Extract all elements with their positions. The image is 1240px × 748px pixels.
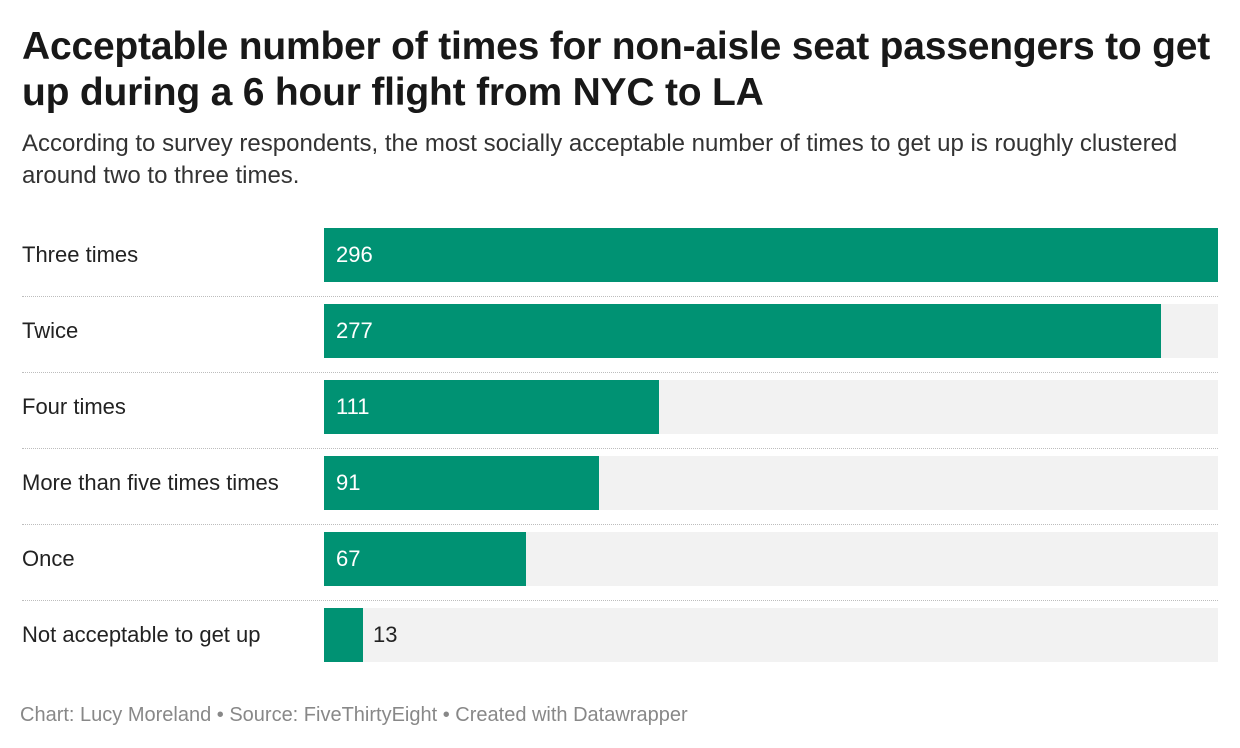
bar — [324, 608, 363, 662]
row-separator — [22, 296, 1218, 297]
bar-row: More than five times times 91 — [22, 448, 1218, 532]
bar — [324, 456, 599, 510]
bar-track: 296 — [324, 228, 1218, 282]
category-label: More than five times times — [22, 470, 279, 495]
bar-track: 111 — [324, 380, 1218, 434]
bar-row: Three times 296 — [22, 228, 1218, 304]
row-separator — [22, 372, 1218, 373]
bar-track: 277 — [324, 304, 1218, 358]
row-separator — [22, 600, 1218, 601]
bar — [324, 304, 1161, 358]
row-separator — [22, 524, 1218, 525]
bar-row: Once 67 — [22, 524, 1218, 608]
bar — [324, 380, 659, 434]
value-label: 67 — [336, 546, 361, 571]
bar-track: 13 — [324, 608, 1218, 662]
bar-row: Twice 277 — [22, 296, 1218, 380]
bar — [324, 228, 1218, 282]
category-label: Once — [22, 546, 75, 571]
bar — [324, 532, 526, 586]
value-label: 13 — [373, 622, 398, 647]
bar-row: Four times 111 — [22, 372, 1218, 456]
category-label: Twice — [22, 318, 79, 343]
row-separator — [22, 448, 1218, 449]
chart-subtitle: According to survey respondents, the mos… — [22, 130, 1178, 189]
value-label: 111 — [336, 394, 370, 419]
bar-rows: Three times 296 Twice 277 Four times 111 More … — [22, 228, 1218, 684]
value-label: 277 — [336, 318, 373, 343]
bar-track: 67 — [324, 532, 1218, 586]
category-label: Four times — [22, 394, 126, 419]
value-label: 296 — [336, 242, 373, 267]
category-label: Not acceptable to get up — [22, 622, 261, 647]
chart-title: Acceptable number of times for non-aisle… — [22, 25, 1211, 114]
chart-container: Acceptable number of times for non-aisle… — [22, 24, 1218, 662]
value-label: 91 — [336, 470, 361, 495]
bar-row: Not acceptable to get up 13 — [22, 600, 1218, 684]
category-label: Three times — [22, 242, 139, 267]
bar-track: 91 — [324, 456, 1218, 510]
chart-footer: Chart: Lucy Moreland • Source: FiveThirt… — [20, 704, 688, 726]
